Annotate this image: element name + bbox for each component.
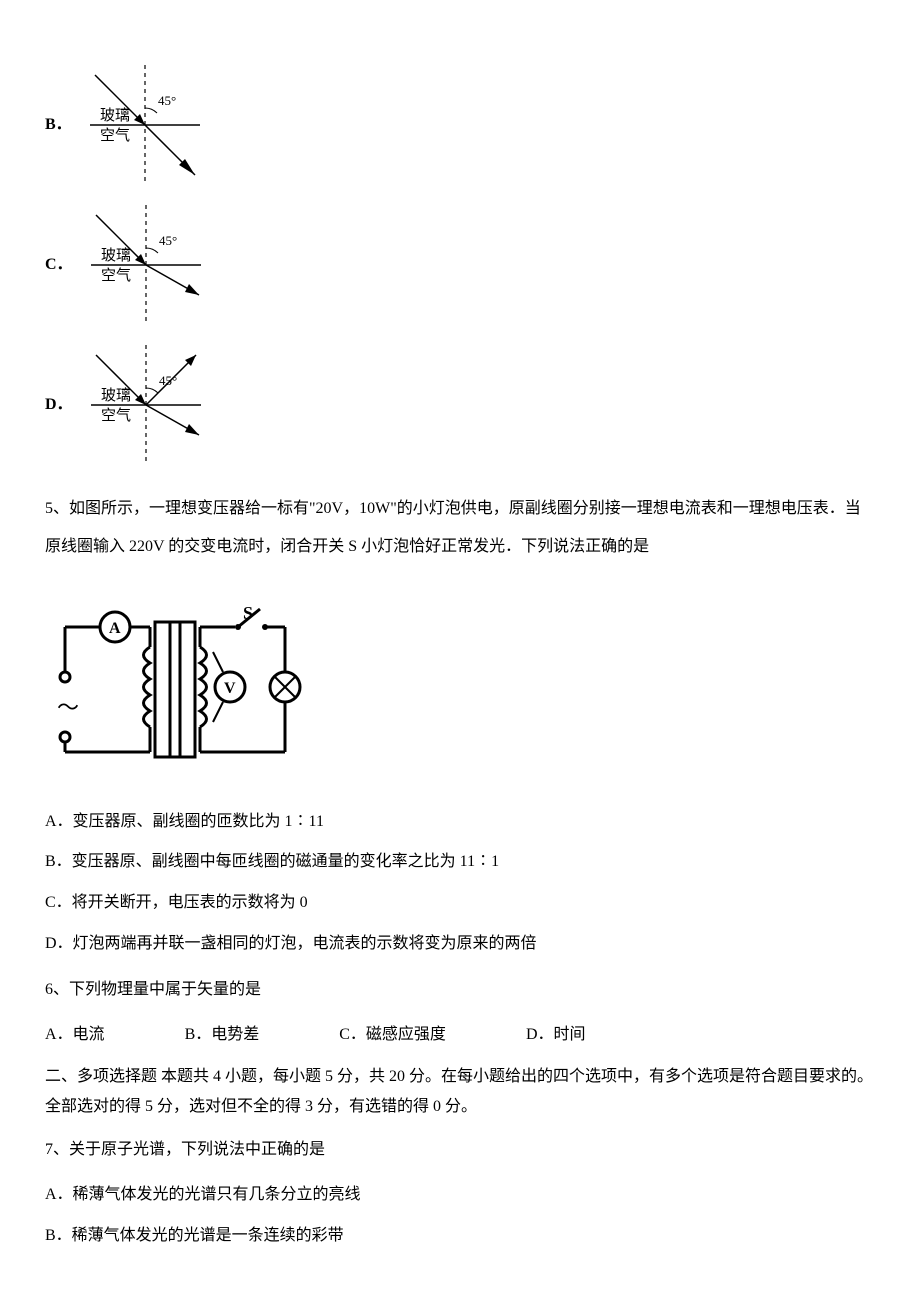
q7-option-b: B．稀薄气体发光的光谱是一条连续的彩带 [45,1222,875,1251]
q5-option-d: D．灯泡两端再并联一盏相同的灯泡，电流表的示数将变为原来的两倍 [45,930,875,959]
option-b-letter: B． [45,111,72,140]
option-c-letter: C． [45,251,73,280]
q6-options: A．电流 B．电势差 C．磁感应强度 D．时间 [45,1021,875,1050]
option-b-row: B． 45° 玻璃 空气 [45,60,875,190]
option-d-letter: D． [45,391,73,420]
voltmeter-label: V [224,680,236,697]
question-7: 7、关于原子光谱，下列说法中正确的是 [45,1131,875,1169]
q5-option-b: B．变压器原、副线圈中每匝线圈的磁通量的变化率之比为 11∶1 [45,848,875,877]
q6-option-d: D．时间 [526,1021,586,1050]
q5-option-a: A．变压器原、副线圈的匝数比为 1∶11 [45,808,875,837]
q5-line1: 5、如图所示，一理想变压器给一标有"20V，10W"的小灯泡供电，原副线圈分别接… [45,500,861,517]
option-c-row: C． 45° 玻璃 空气 [45,200,875,330]
air-label-c: 空气 [101,267,131,284]
q5-option-c: C．将开关断开，电压表的示数将为 0 [45,889,875,918]
q5-line2: 原线圈输入 220V 的交变电流时，闭合开关 S 小灯泡恰好正常发光．下列说法正… [45,538,649,555]
question-5: 5、如图所示，一理想变压器给一标有"20V，10W"的小灯泡供电，原副线圈分别接… [45,490,875,567]
air-label-d: 空气 [101,407,131,424]
glass-label-d: 玻璃 [101,387,131,404]
switch-label: S [243,603,253,623]
glass-label-c: 玻璃 [101,247,131,264]
ammeter-label: A [109,620,121,637]
q7-option-a: A．稀薄气体发光的光谱只有几条分立的亮线 [45,1181,875,1210]
q6-option-b: B．电势差 [185,1021,260,1050]
angle-label-b: 45° [158,93,176,108]
transformer-circuit: ～ A S V [45,587,875,788]
option-d-row: D． 45° 玻璃 空气 [45,340,875,470]
q6-option-c: C．磁感应强度 [339,1021,446,1050]
angle-label-d: 45° [159,373,177,388]
refraction-diagram-d: 45° 玻璃 空气 [81,340,211,470]
q6-option-a: A．电流 [45,1021,105,1050]
question-6: 6、下列物理量中属于矢量的是 [45,971,875,1009]
air-label-b: 空气 [100,127,130,144]
refraction-diagram-b: 45° 玻璃 空气 [80,60,210,190]
refraction-diagram-c: 45° 玻璃 空气 [81,200,211,330]
angle-label-c: 45° [159,233,177,248]
glass-label-b: 玻璃 [100,107,130,124]
ac-symbol: ～ [57,695,79,720]
section-2-title: 二、多项选择题 本题共 4 小题，每小题 5 分，共 20 分。在每小题给出的四… [45,1062,875,1123]
